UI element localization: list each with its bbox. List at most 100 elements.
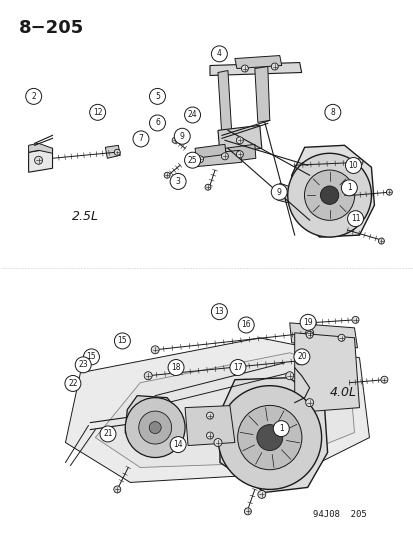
- Circle shape: [133, 131, 149, 147]
- Text: 19: 19: [303, 318, 312, 327]
- Text: 22: 22: [68, 379, 78, 388]
- Text: 4.0L: 4.0L: [329, 386, 356, 399]
- Circle shape: [214, 439, 221, 447]
- Circle shape: [75, 357, 91, 373]
- Text: 2.5L: 2.5L: [72, 210, 99, 223]
- Circle shape: [273, 421, 289, 437]
- Text: 17: 17: [233, 363, 242, 372]
- Text: 14: 14: [173, 440, 183, 449]
- Circle shape: [271, 184, 287, 200]
- Circle shape: [221, 153, 228, 160]
- Text: 15: 15: [117, 336, 127, 345]
- Polygon shape: [188, 150, 241, 167]
- Polygon shape: [291, 146, 373, 237]
- Text: 6: 6: [155, 118, 159, 127]
- Polygon shape: [234, 55, 281, 69]
- Circle shape: [217, 386, 321, 489]
- Circle shape: [100, 426, 116, 442]
- Text: 15: 15: [86, 352, 96, 361]
- Circle shape: [271, 63, 278, 70]
- Circle shape: [305, 399, 313, 407]
- Circle shape: [351, 317, 358, 324]
- Polygon shape: [217, 70, 231, 138]
- Circle shape: [164, 172, 170, 178]
- Circle shape: [125, 398, 185, 457]
- Circle shape: [114, 486, 121, 493]
- Polygon shape: [217, 125, 261, 154]
- Circle shape: [149, 88, 165, 104]
- Circle shape: [380, 376, 387, 383]
- Circle shape: [324, 104, 340, 120]
- Circle shape: [151, 346, 159, 354]
- Circle shape: [196, 156, 203, 163]
- Circle shape: [241, 65, 248, 72]
- Circle shape: [184, 107, 200, 123]
- Circle shape: [206, 412, 213, 419]
- Text: 8: 8: [330, 108, 335, 117]
- Text: 18: 18: [171, 363, 180, 372]
- Text: 24: 24: [187, 110, 197, 119]
- Circle shape: [65, 375, 81, 391]
- Circle shape: [35, 156, 43, 164]
- Polygon shape: [224, 144, 255, 162]
- Circle shape: [206, 432, 213, 439]
- Circle shape: [114, 149, 120, 155]
- Circle shape: [149, 115, 165, 131]
- Circle shape: [355, 159, 362, 166]
- Circle shape: [236, 137, 243, 144]
- Circle shape: [170, 437, 185, 453]
- Circle shape: [306, 332, 312, 338]
- Text: 1: 1: [278, 424, 283, 433]
- Text: 3: 3: [175, 177, 180, 186]
- Circle shape: [345, 158, 361, 173]
- Circle shape: [320, 186, 338, 204]
- Text: 4: 4: [216, 50, 221, 58]
- Text: 2: 2: [31, 92, 36, 101]
- Circle shape: [149, 422, 161, 433]
- Circle shape: [211, 46, 227, 62]
- Circle shape: [295, 357, 303, 365]
- Circle shape: [144, 372, 152, 379]
- Circle shape: [347, 211, 363, 227]
- Circle shape: [237, 406, 301, 470]
- Circle shape: [114, 333, 130, 349]
- Text: 16: 16: [241, 320, 250, 329]
- Circle shape: [256, 425, 282, 450]
- Circle shape: [211, 304, 227, 320]
- Text: 10: 10: [348, 161, 357, 170]
- Text: 5: 5: [155, 92, 159, 101]
- Text: 94J08  205: 94J08 205: [312, 510, 366, 519]
- Polygon shape: [209, 62, 301, 76]
- Text: 11: 11: [350, 214, 359, 223]
- Circle shape: [244, 508, 251, 515]
- Circle shape: [337, 334, 344, 341]
- Circle shape: [184, 152, 200, 168]
- Text: 7: 7: [138, 134, 143, 143]
- Polygon shape: [219, 378, 327, 492]
- Polygon shape: [195, 144, 225, 158]
- Polygon shape: [95, 353, 354, 467]
- Polygon shape: [185, 406, 234, 446]
- Circle shape: [83, 349, 99, 365]
- Circle shape: [385, 189, 392, 195]
- Circle shape: [170, 173, 185, 189]
- Polygon shape: [294, 333, 358, 413]
- Polygon shape: [289, 323, 357, 348]
- Polygon shape: [125, 395, 183, 456]
- Circle shape: [138, 411, 171, 444]
- Circle shape: [26, 88, 42, 104]
- Circle shape: [174, 128, 190, 144]
- Text: 25: 25: [187, 156, 197, 165]
- Text: 12: 12: [93, 108, 102, 117]
- Text: 21: 21: [103, 430, 112, 439]
- Circle shape: [236, 151, 243, 158]
- Circle shape: [341, 180, 356, 196]
- Text: 8−205: 8−205: [19, 19, 84, 37]
- Circle shape: [377, 238, 384, 244]
- Circle shape: [287, 154, 370, 237]
- Circle shape: [285, 372, 293, 379]
- Circle shape: [90, 104, 105, 120]
- Circle shape: [168, 360, 184, 375]
- Text: 9: 9: [276, 188, 281, 197]
- Polygon shape: [105, 146, 120, 158]
